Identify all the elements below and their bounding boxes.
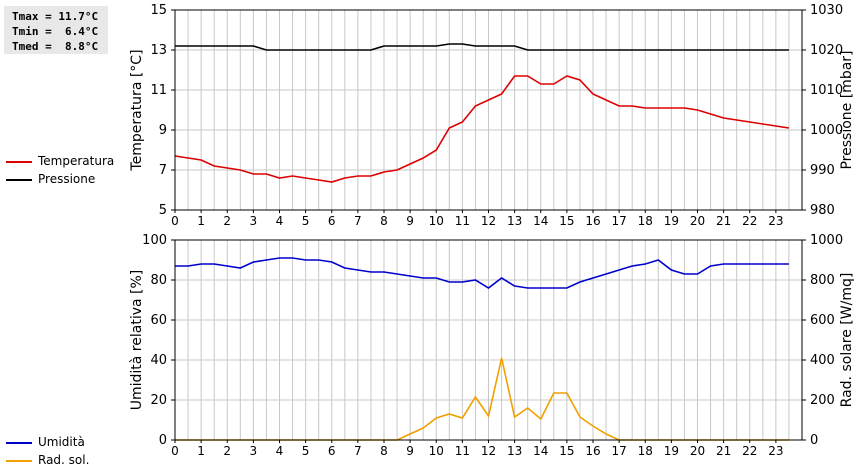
x-tick-label: 16 xyxy=(585,444,600,458)
y2-tick-label: 1030 xyxy=(810,3,843,18)
x-tick-label: 0 xyxy=(171,214,179,228)
x-tick-label: 1 xyxy=(197,214,205,228)
x-tick-label: 6 xyxy=(328,214,336,228)
y2-tick-label: 200 xyxy=(810,393,835,408)
y-tick-label: 7 xyxy=(159,163,167,178)
y2-tick-label: 800 xyxy=(810,273,835,288)
y-tick-label: 40 xyxy=(150,353,167,368)
x-tick-label: 22 xyxy=(742,444,757,458)
y2-axis-title: Pressione [mbar] xyxy=(839,50,855,169)
x-tick-label: 13 xyxy=(507,214,522,228)
series-line-pressione xyxy=(175,43,789,51)
y-tick-label: 15 xyxy=(150,3,167,18)
legend-label-umidita: Umidità xyxy=(38,435,85,449)
legend-swatch-rad-sol xyxy=(6,460,32,462)
y-tick-label: 5 xyxy=(159,203,167,218)
y-tick-label: 80 xyxy=(150,273,167,288)
x-tick-label: 12 xyxy=(481,444,496,458)
x-tick-label: 17 xyxy=(611,444,626,458)
series-line-rad-sol xyxy=(175,357,789,441)
y-axis-title: Umidità relativa [%] xyxy=(129,270,145,411)
legend-swatch-umidita xyxy=(6,442,32,444)
x-tick-label: 5 xyxy=(302,214,310,228)
y-tick-label: 60 xyxy=(150,313,167,328)
y-tick-label: 11 xyxy=(150,83,167,98)
x-tick-label: 7 xyxy=(354,214,362,228)
y-axis-title: Temperatura [°C] xyxy=(129,49,145,171)
x-tick-label: 19 xyxy=(664,444,679,458)
legend-item-umidita: Umidità xyxy=(4,434,129,452)
series-line-temperatura xyxy=(174,75,790,183)
y2-tick-label: 600 xyxy=(810,313,835,328)
y2-tick-label: 1020 xyxy=(810,43,843,58)
y2-tick-label: 990 xyxy=(810,163,835,178)
x-tick-label: 17 xyxy=(611,214,626,228)
y2-tick-label: 980 xyxy=(810,203,835,218)
stat-tmed: Tmed = 8.8°C xyxy=(12,40,99,53)
x-tick-label: 18 xyxy=(638,214,653,228)
x-tick-label: 14 xyxy=(533,444,548,458)
legend-label-pressione: Pressione xyxy=(38,172,96,186)
x-tick-label: 18 xyxy=(638,444,653,458)
x-tick-label: 7 xyxy=(354,444,362,458)
x-tick-label: 16 xyxy=(585,214,600,228)
x-tick-label: 23 xyxy=(768,444,783,458)
x-tick-label: 13 xyxy=(507,444,522,458)
series-line-umidit xyxy=(175,257,789,289)
stat-tmax: Tmax = 11.7°C xyxy=(12,10,99,23)
x-tick-label: 2 xyxy=(223,444,231,458)
x-tick-label: 0 xyxy=(171,444,179,458)
x-tick-label: 3 xyxy=(250,444,258,458)
x-tick-label: 14 xyxy=(533,214,548,228)
legend-item-pressione: Pressione xyxy=(4,171,129,189)
legend-item-temperatura: Temperatura xyxy=(4,153,129,171)
x-tick-label: 10 xyxy=(429,444,444,458)
y-tick-label: 13 xyxy=(150,43,167,58)
y2-tick-label: 400 xyxy=(810,353,835,368)
y2-tick-label: 1000 xyxy=(810,123,843,138)
x-tick-label: 11 xyxy=(455,214,470,228)
legend-swatch-temperatura xyxy=(6,161,32,163)
y-tick-label: 100 xyxy=(142,233,167,248)
x-tick-label: 11 xyxy=(455,444,470,458)
legend-label-temperatura: Temperatura xyxy=(38,154,115,168)
y2-tick-label: 1000 xyxy=(810,233,843,248)
x-tick-label: 9 xyxy=(406,444,414,458)
x-tick-label: 8 xyxy=(380,214,388,228)
stats-box: Tmax = 11.7°C Tmin = 6.4°C Tmed = 8.8°C xyxy=(4,6,108,54)
x-tick-label: 12 xyxy=(481,214,496,228)
x-tick-label: 20 xyxy=(690,444,705,458)
x-tick-label: 20 xyxy=(690,214,705,228)
x-tick-label: 6 xyxy=(328,444,336,458)
x-tick-label: 21 xyxy=(716,214,731,228)
x-tick-label: 5 xyxy=(302,444,310,458)
x-tick-label: 9 xyxy=(406,214,414,228)
x-tick-label: 4 xyxy=(276,214,284,228)
x-tick-label: 21 xyxy=(716,444,731,458)
x-tick-label: 2 xyxy=(223,214,231,228)
x-tick-label: 23 xyxy=(768,214,783,228)
x-tick-label: 15 xyxy=(559,444,574,458)
stat-tmin: Tmin = 6.4°C xyxy=(12,25,99,38)
y2-tick-label: 0 xyxy=(810,433,818,448)
y-tick-label: 0 xyxy=(159,433,167,448)
y-tick-label: 9 xyxy=(159,123,167,138)
x-tick-label: 19 xyxy=(664,214,679,228)
x-tick-label: 15 xyxy=(559,214,574,228)
y2-tick-label: 1010 xyxy=(810,83,843,98)
x-tick-label: 4 xyxy=(276,444,284,458)
y2-axis-title: Rad. solare [W/mq] xyxy=(839,273,855,408)
y-tick-label: 20 xyxy=(150,393,167,408)
x-tick-label: 10 xyxy=(429,214,444,228)
x-tick-label: 8 xyxy=(380,444,388,458)
x-tick-label: 3 xyxy=(250,214,258,228)
x-tick-label: 22 xyxy=(742,214,757,228)
legend-top-chart: Temperatura Pressione xyxy=(4,153,129,189)
x-tick-label: 1 xyxy=(197,444,205,458)
legend-swatch-pressione xyxy=(6,179,32,181)
